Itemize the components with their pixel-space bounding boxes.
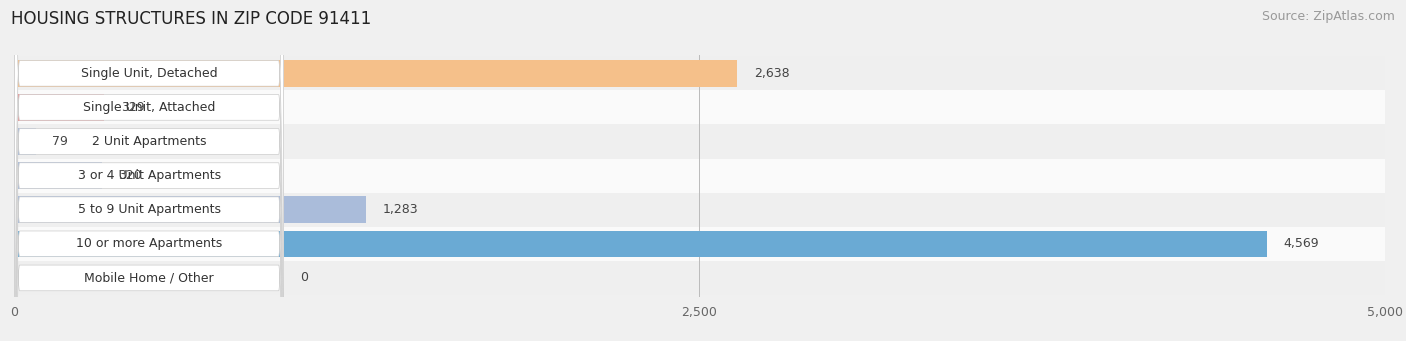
Text: Source: ZipAtlas.com: Source: ZipAtlas.com: [1261, 10, 1395, 23]
Text: 320: 320: [118, 169, 142, 182]
Text: 4,569: 4,569: [1284, 237, 1319, 250]
FancyBboxPatch shape: [14, 0, 284, 341]
FancyBboxPatch shape: [14, 0, 284, 341]
Bar: [14, 196, 366, 223]
Bar: [14, 124, 1385, 159]
Bar: [14, 56, 1385, 90]
FancyBboxPatch shape: [14, 0, 284, 341]
Bar: [14, 162, 101, 189]
Text: 3 or 4 Unit Apartments: 3 or 4 Unit Apartments: [77, 169, 221, 182]
Bar: [14, 60, 737, 87]
FancyBboxPatch shape: [14, 0, 284, 341]
Text: Mobile Home / Other: Mobile Home / Other: [84, 271, 214, 284]
Bar: [14, 227, 1385, 261]
Text: 79: 79: [52, 135, 67, 148]
Text: 2 Unit Apartments: 2 Unit Apartments: [91, 135, 207, 148]
Text: 10 or more Apartments: 10 or more Apartments: [76, 237, 222, 250]
FancyBboxPatch shape: [14, 0, 284, 341]
Text: Single Unit, Attached: Single Unit, Attached: [83, 101, 215, 114]
Bar: [14, 128, 35, 155]
Bar: [14, 193, 1385, 227]
FancyBboxPatch shape: [14, 0, 284, 341]
Text: Single Unit, Detached: Single Unit, Detached: [80, 67, 218, 80]
Bar: [14, 94, 104, 121]
Text: 329: 329: [121, 101, 145, 114]
Bar: [14, 90, 1385, 124]
FancyBboxPatch shape: [14, 0, 284, 341]
Text: 5 to 9 Unit Apartments: 5 to 9 Unit Apartments: [77, 203, 221, 216]
Bar: [14, 261, 1385, 295]
Text: HOUSING STRUCTURES IN ZIP CODE 91411: HOUSING STRUCTURES IN ZIP CODE 91411: [11, 10, 371, 28]
Text: 2,638: 2,638: [754, 67, 789, 80]
Bar: [14, 231, 1267, 257]
Text: 0: 0: [301, 271, 308, 284]
Text: 1,283: 1,283: [382, 203, 418, 216]
Bar: [14, 159, 1385, 193]
